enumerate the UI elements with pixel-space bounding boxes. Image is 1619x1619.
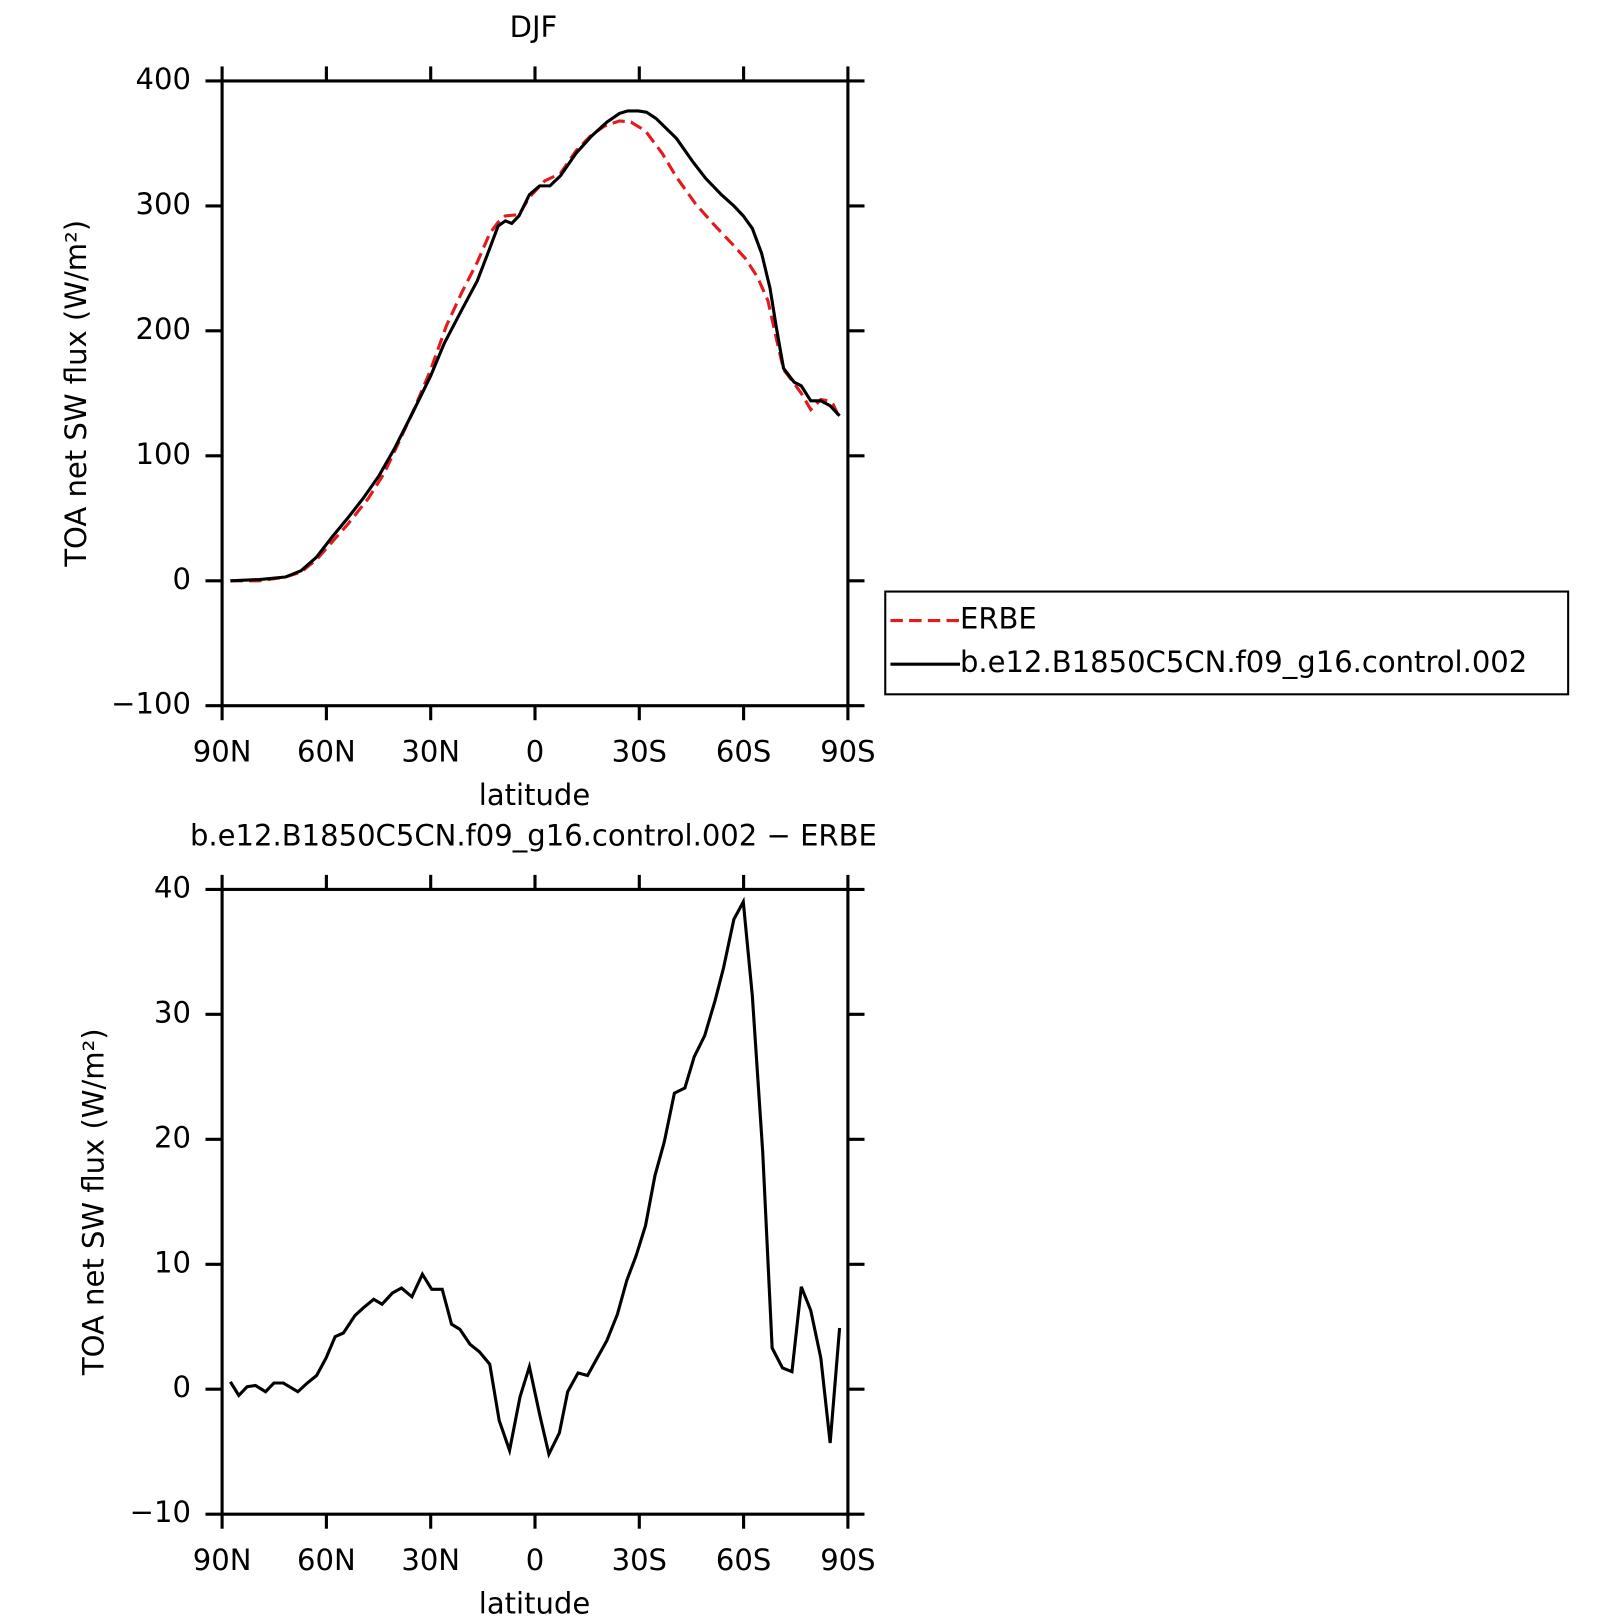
x-tick-label: 90N (193, 1543, 252, 1577)
x-tick-label: 30N (401, 1543, 460, 1577)
y-axis-label: TOA net SW flux (W/m²) (76, 1028, 110, 1376)
y-tick-label: 30 (154, 995, 191, 1029)
y-tick-label: 0 (172, 1370, 190, 1404)
legend-box (884, 590, 1570, 696)
y-tick-label: 0 (172, 562, 190, 596)
plot-frame (220, 887, 850, 1516)
y-tick-label: 20 (154, 1120, 191, 1154)
x-tick-label: 0 (526, 734, 544, 768)
x-tick-label: 30N (401, 734, 460, 768)
x-tick-label: 0 (526, 1543, 544, 1577)
x-tick-label: 90S (820, 734, 875, 768)
data-line (229, 896, 842, 1459)
y-tick-label: 300 (136, 187, 191, 221)
chart-title: DJF (510, 10, 558, 44)
chart-title: b.e12.B1850C5CN.f09_g16.control.002 − ER… (190, 819, 877, 853)
x-tick-label: 60N (297, 1543, 356, 1577)
plot-frame (220, 79, 850, 708)
legend-label: b.e12.B1850C5CN.f09_g16.control.002 (960, 645, 1527, 679)
x-tick-label: 30S (612, 1543, 667, 1577)
y-tick-label: −10 (130, 1495, 191, 1529)
y-tick-label: 200 (136, 312, 191, 346)
x-tick-label: 60S (716, 1543, 771, 1577)
x-axis-label: latitude (479, 778, 590, 812)
y-tick-label: 100 (136, 437, 191, 471)
y-tick-label: 40 (154, 870, 191, 904)
y-tick-label: 400 (136, 62, 191, 96)
x-tick-label: 60S (716, 734, 771, 768)
x-tick-label: 90N (193, 734, 252, 768)
y-tick-label: −100 (111, 687, 191, 721)
y-tick-label: 10 (154, 1245, 191, 1279)
x-tick-label: 30S (612, 734, 667, 768)
x-tick-label: 60N (297, 734, 356, 768)
legend-label: ERBE (960, 602, 1037, 636)
x-axis-label: latitude (479, 1587, 590, 1619)
y-axis-label: TOA net SW flux (W/m²) (59, 220, 93, 568)
data-line (230, 109, 841, 583)
x-tick-label: 90S (820, 1543, 875, 1577)
